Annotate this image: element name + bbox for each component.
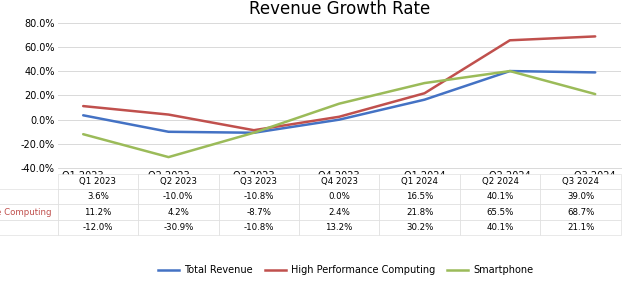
Title: Revenue Growth Rate: Revenue Growth Rate <box>248 0 430 18</box>
Legend: Total Revenue, High Performance Computing, Smartphone: Total Revenue, High Performance Computin… <box>154 261 537 279</box>
